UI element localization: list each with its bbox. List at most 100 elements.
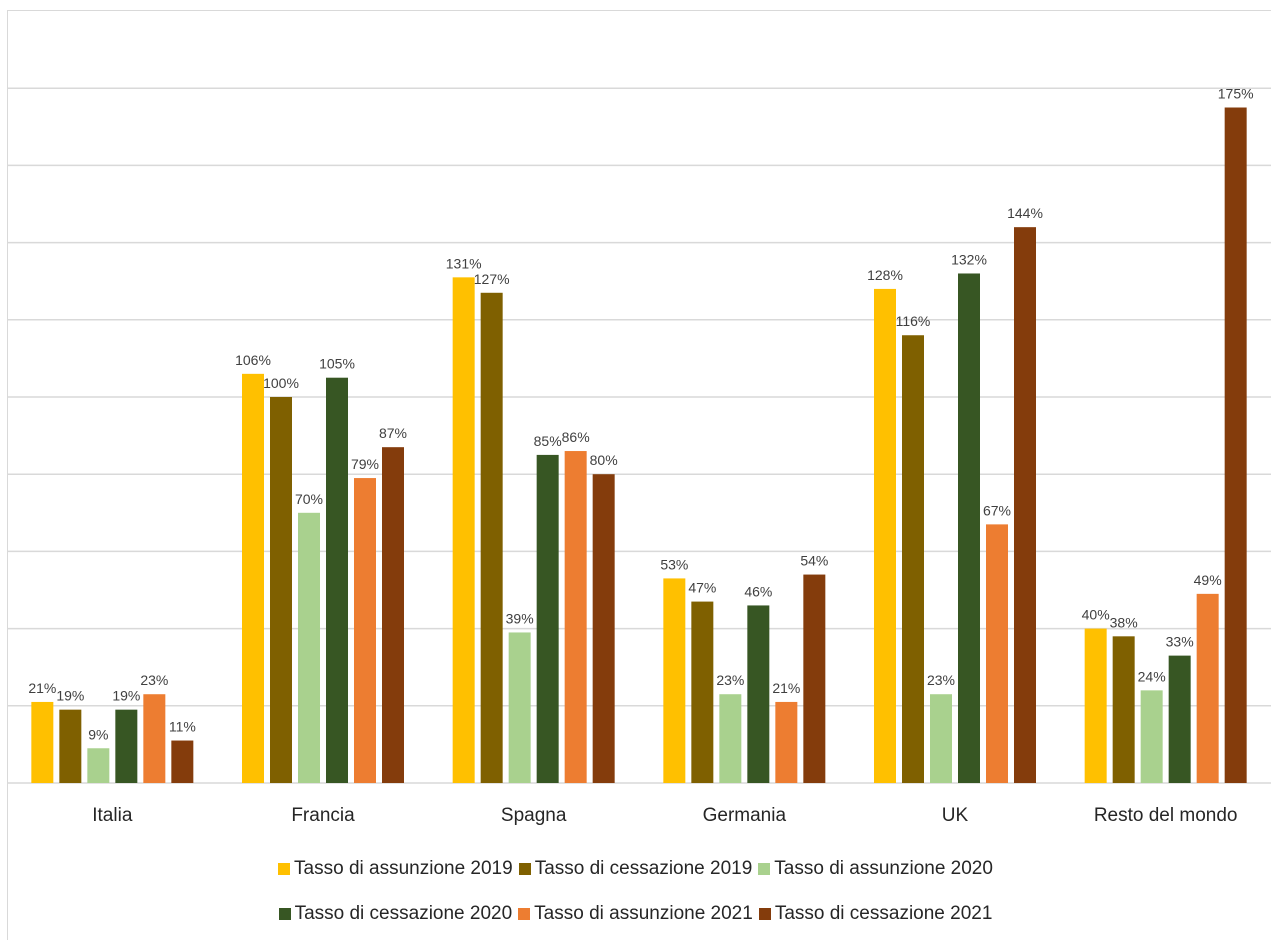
- legend-row-2: Tasso di cessazione 2020 Tasso di assunzi…: [0, 903, 1271, 925]
- bar: [508, 632, 531, 783]
- bar: [270, 397, 292, 783]
- legend-swatch: [278, 908, 291, 920]
- data-label: 127%: [474, 271, 510, 287]
- bar: [958, 273, 980, 783]
- bar: [536, 454, 559, 783]
- bar: [298, 512, 320, 783]
- legend-swatch: [518, 908, 531, 920]
- data-label: 100%: [263, 375, 299, 391]
- legend-label: Tasso di cessazione 2020: [294, 903, 513, 924]
- x-tick-label: Francia: [291, 805, 355, 826]
- data-label: 19%: [112, 688, 140, 704]
- bar: [592, 474, 615, 783]
- data-label: 144%: [1007, 205, 1043, 221]
- chart-area: [7, 10, 1271, 940]
- data-label: 105%: [319, 356, 355, 372]
- bar: [663, 578, 686, 783]
- bar: [1084, 628, 1107, 783]
- legend-item: Tasso di cessazione 2019: [518, 858, 753, 880]
- bar: [803, 574, 826, 783]
- data-label: 79%: [351, 456, 379, 472]
- data-label: 19%: [56, 688, 84, 704]
- data-label: 21%: [772, 680, 800, 696]
- legend-swatch: [278, 863, 291, 875]
- x-tick-label: Spagna: [501, 805, 567, 826]
- data-label: 132%: [951, 251, 987, 267]
- legend-item: Tasso di assunzione 2019: [278, 858, 513, 880]
- data-label: 87%: [379, 425, 407, 441]
- legend-swatch: [758, 863, 771, 875]
- data-label: 175%: [1218, 86, 1254, 102]
- bar: [1140, 690, 1163, 783]
- data-label: 85%: [534, 433, 562, 449]
- bar: [1168, 655, 1191, 783]
- data-label: 39%: [506, 610, 534, 626]
- bar: [143, 694, 166, 783]
- bar: [1196, 593, 1219, 783]
- legend-item: Tasso di assunzione 2021: [518, 903, 753, 925]
- bar: [564, 451, 587, 783]
- data-label: 40%: [1082, 607, 1110, 623]
- data-label: 24%: [1138, 668, 1166, 684]
- data-label: 128%: [867, 267, 903, 283]
- legend-label: Tasso di assunzione 2021: [534, 903, 753, 924]
- data-label: 116%: [896, 313, 931, 329]
- bar: [747, 605, 770, 783]
- bar: [382, 447, 404, 783]
- bar: [31, 701, 54, 783]
- legend-item: Tasso di cessazione 2021: [758, 903, 993, 925]
- bar: [480, 292, 503, 783]
- bar: [242, 373, 264, 783]
- x-tick-label: Germania: [703, 805, 787, 826]
- bar: [452, 277, 475, 783]
- data-label: 11%: [169, 719, 196, 735]
- legend-row-1: Tasso di assunzione 2019 Tasso di cessazi…: [0, 858, 1271, 880]
- data-label: 54%: [800, 553, 828, 569]
- x-tick-label: Resto del mondo: [1094, 805, 1238, 826]
- bar: [902, 335, 924, 783]
- data-label: 23%: [716, 672, 744, 688]
- x-tick-label: UK: [942, 805, 969, 826]
- bar: [1112, 636, 1135, 783]
- data-label: 106%: [235, 352, 271, 368]
- bar: [87, 748, 110, 783]
- bar: [1224, 107, 1247, 783]
- legend-swatch: [518, 863, 531, 875]
- data-label: 9%: [88, 726, 108, 742]
- bar: [354, 478, 376, 783]
- bar: [986, 524, 1008, 783]
- legend-label: Tasso di cessazione 2021: [774, 903, 993, 924]
- data-label: 46%: [744, 583, 772, 599]
- bar: [930, 694, 952, 783]
- data-label: 86%: [562, 429, 590, 445]
- bar: [59, 709, 82, 783]
- data-label: 53%: [660, 556, 688, 572]
- legend-item: Tasso di cessazione 2020: [278, 903, 513, 925]
- data-label: 23%: [927, 672, 955, 688]
- legend-item: Tasso di assunzione 2020: [758, 858, 993, 880]
- legend-label: Tasso di cessazione 2019: [534, 858, 753, 879]
- legend-swatch: [758, 908, 771, 920]
- legend-label: Tasso di assunzione 2020: [774, 858, 993, 879]
- bar: [326, 377, 348, 783]
- data-label: 47%: [688, 580, 716, 596]
- bar: [874, 288, 896, 783]
- bar-chart: 21% 19%9%19%23%11%Italia106%100%70%105%79…: [7, 86, 1271, 826]
- data-label: 49%: [1194, 572, 1222, 588]
- bar: [691, 601, 714, 783]
- data-label: 33%: [1166, 634, 1194, 650]
- data-label: 67%: [983, 502, 1011, 518]
- data-label: 70%: [295, 491, 323, 507]
- bar: [171, 740, 194, 783]
- bar: [1014, 227, 1036, 783]
- data-label: 131%: [446, 255, 482, 271]
- data-label: 80%: [590, 452, 618, 468]
- data-label: 23%: [140, 672, 168, 688]
- x-tick-label: Italia: [92, 805, 133, 826]
- legend-label: Tasso di assunzione 2019: [294, 858, 513, 879]
- data-label: 21%: [28, 680, 56, 696]
- bar: [719, 694, 742, 783]
- bar: [775, 701, 798, 783]
- bar: [115, 709, 138, 783]
- data-label: 38%: [1110, 614, 1138, 630]
